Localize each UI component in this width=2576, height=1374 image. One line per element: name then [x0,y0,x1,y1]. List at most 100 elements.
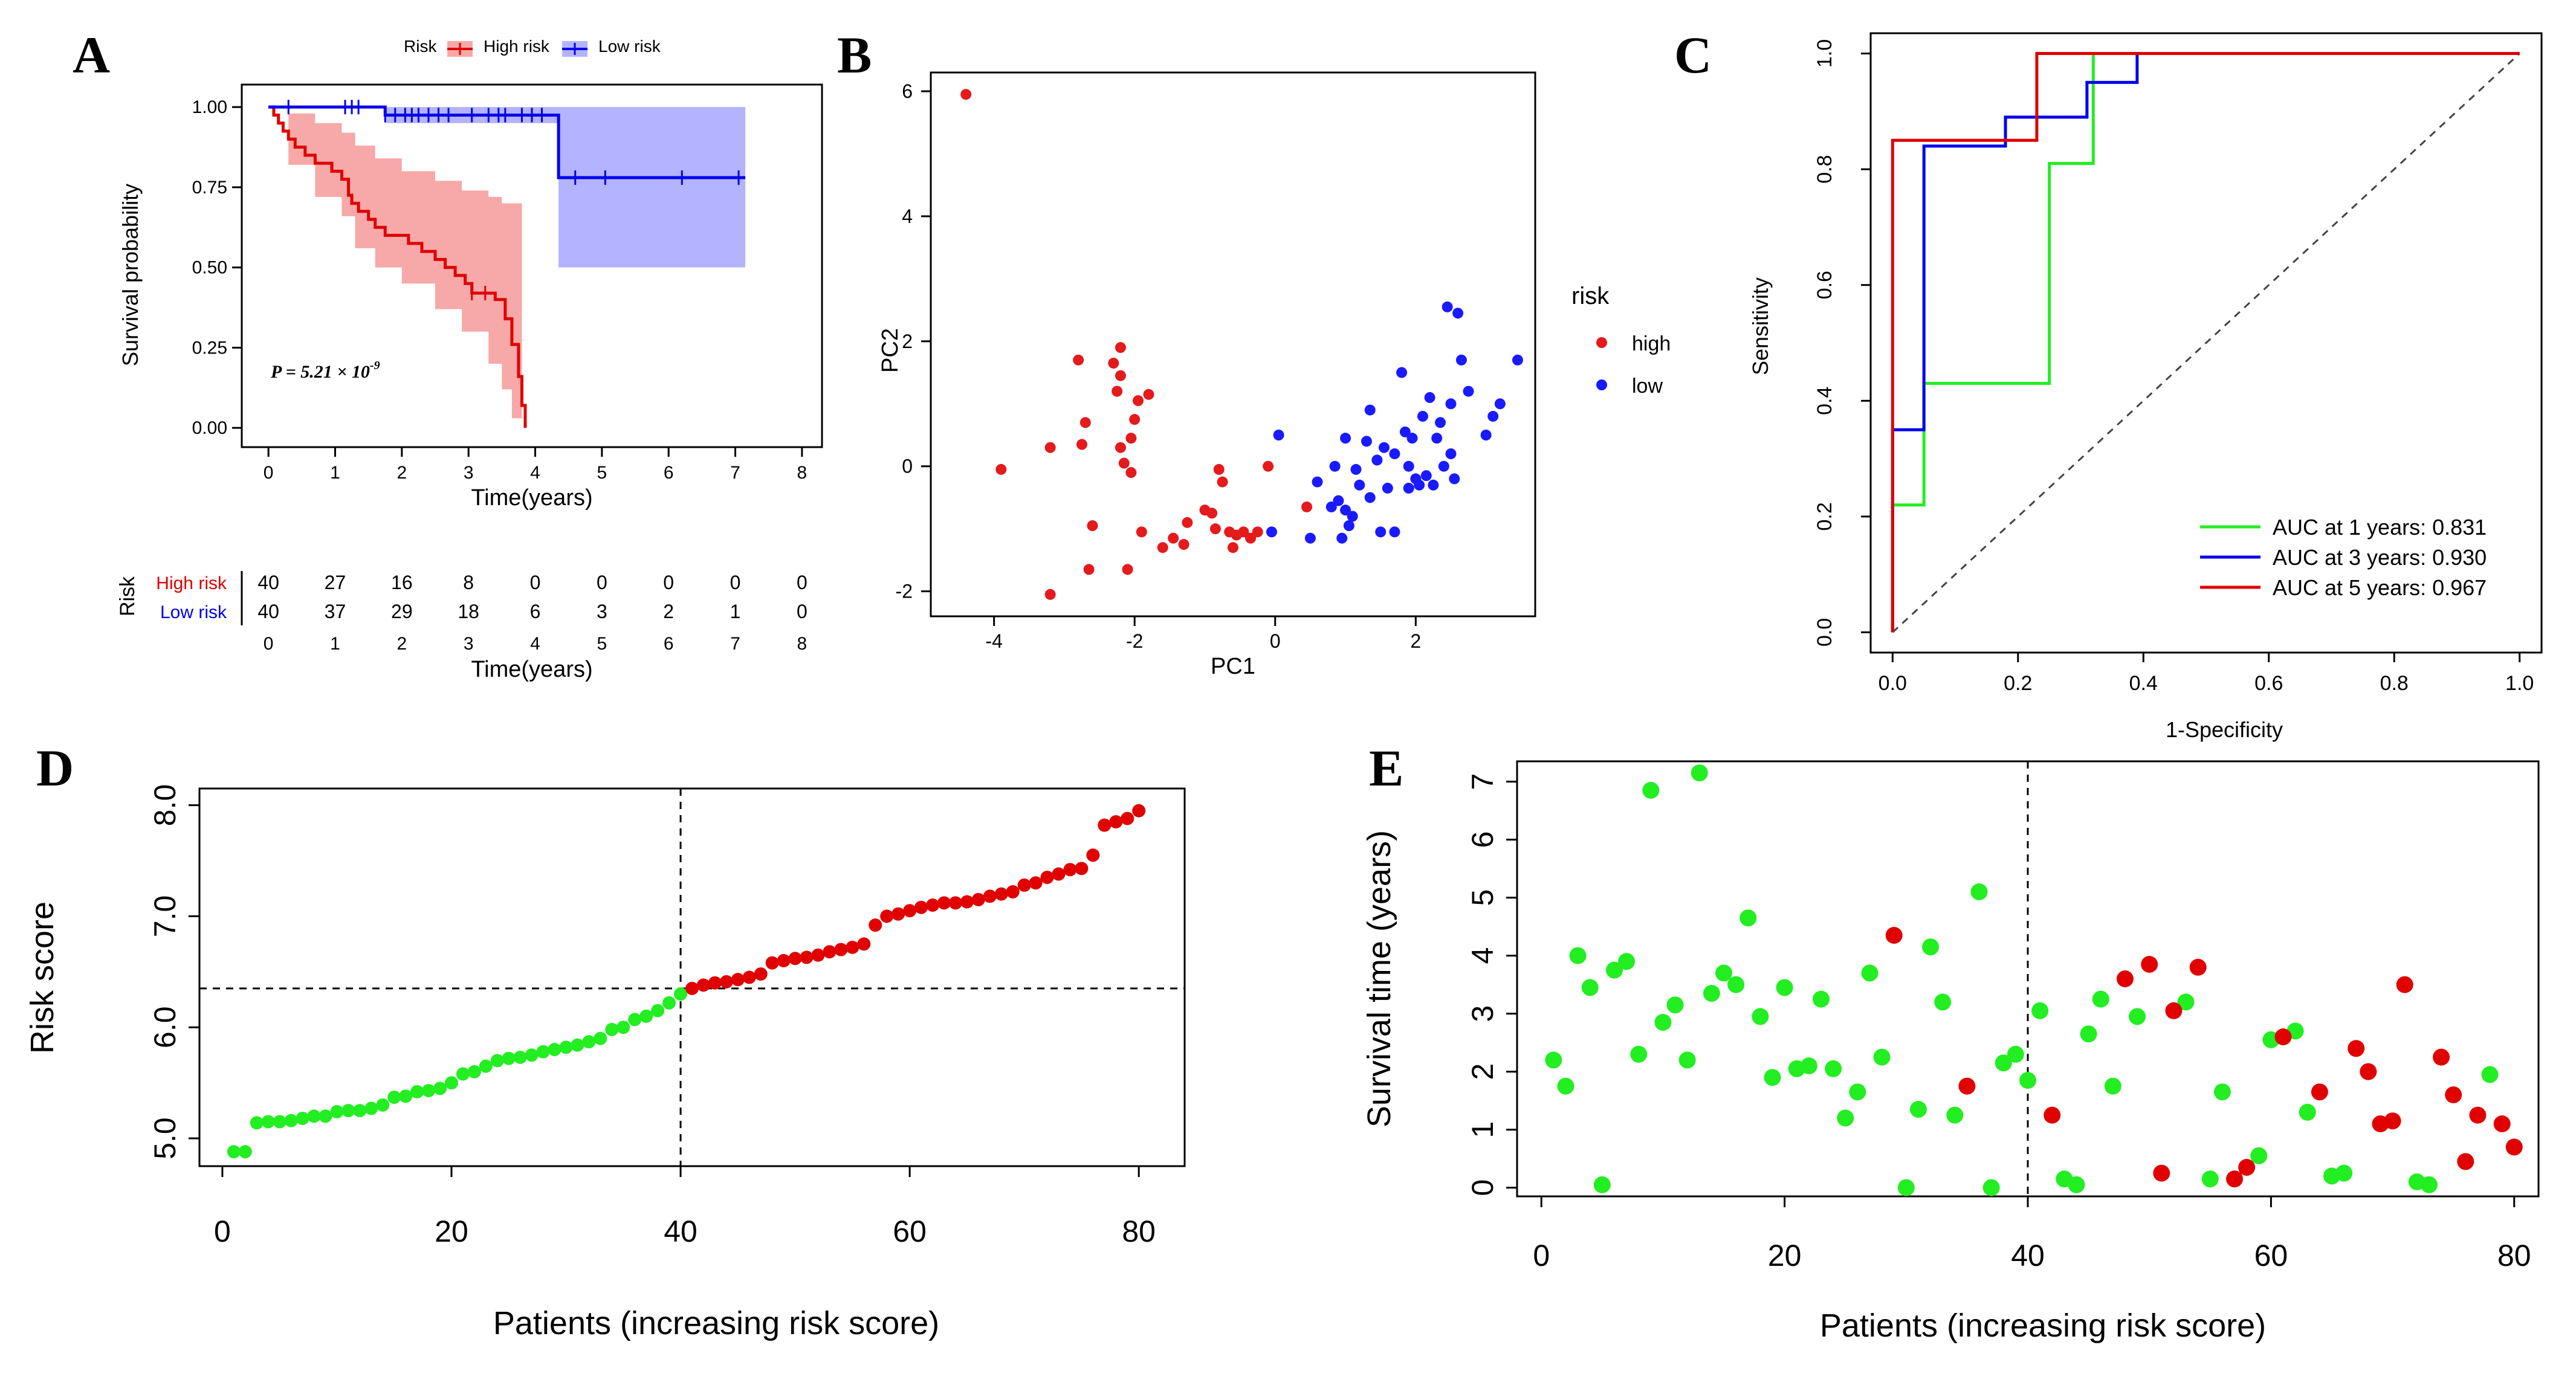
pca-point-low [1325,501,1337,512]
survival-time-point-alive [2031,1002,2049,1019]
risk-score-point [903,904,917,918]
pca-point-high [1115,442,1126,453]
survival-time-point-dead [2384,1112,2401,1130]
survival-time-point-alive [1678,1051,1696,1069]
pca-plot-frame [930,71,1536,618]
roc-legend: AUC at 1 years: 0.831 AUC at 3 years: 0.… [2200,515,2487,600]
svg-text:P = 5.21 × 10-9: P = 5.21 × 10-9 [270,359,380,382]
risk-table-cell: 3 [597,601,607,622]
pca-point-low [1406,433,1418,444]
km-pvalue-exp: -9 [370,359,380,372]
risk-score-point [731,973,745,987]
pca-legend-low-marker [1596,379,1607,390]
risk-table-cell: 40 [257,572,279,593]
pca-y-tick-label: 4 [902,205,913,227]
pca-point-high [1122,564,1133,575]
risk-score-point [444,1076,458,1090]
survival-time-x-tick-label: 80 [2497,1239,2531,1272]
survival-time-point-alive [1837,1109,1854,1127]
risk-score-point [319,1109,332,1123]
risk-score-x-tick-label: 60 [893,1214,927,1248]
pca-ylabel: PC2 [878,328,903,373]
roc-diagonal-reference [1892,53,2520,633]
survival-time-point-alive [2481,1066,2499,1083]
roc-xlabel: 1-Specificity [2166,717,2283,742]
km-confidence-bands [268,107,746,428]
risk-table-low-label: Low risk [160,602,227,622]
risk-score-point [594,1031,607,1045]
pca-point-low [1347,511,1358,522]
pca-point-high [1168,532,1179,544]
roc-x-tick-label: 0.6 [2254,672,2283,695]
risk-table-cell: 18 [458,601,479,622]
km-x-tick-label: 3 [464,463,474,483]
km-legend-high-label: High risk [484,37,550,56]
pca-point-low [1350,463,1362,475]
km-x-tick-label: 4 [530,463,540,483]
risk-score-y-tick-label: 7.0 [148,895,182,938]
km-panel: Risk High risk Low risk 0 1 2 3 4 5 6 7 8 0.00 0.2… [116,37,823,682]
pca-point-high [1125,467,1137,479]
risk-table-x-tick-label: 1 [330,634,340,654]
pca-point-high [1129,414,1141,425]
risk-table-cell: 0 [597,572,607,593]
risk-score-point [548,1042,561,1056]
pca-point-low [1435,417,1446,428]
survival-time-x-tick-label: 60 [2254,1239,2288,1272]
survival-time-point-dead [2153,1164,2170,1182]
roc-y-tick-label: 0.8 [1813,155,1836,183]
pca-legend-low-label: low [1632,375,1663,398]
survival-time-point-alive [1593,1176,1611,1193]
survival-time-y-tick-label: 1 [1466,1121,1500,1138]
survival-time-axes: 0 20 40 60 80 0 1 2 3 4 5 6 7 [1466,761,2531,1272]
risk-score-point [1075,862,1089,876]
pca-point-low [1487,410,1499,422]
risk-score-point [869,918,882,932]
survival-time-point-alive [1861,964,1879,982]
survival-time-ylabel: Survival time (years) [1361,830,1397,1127]
risk-score-point [834,943,848,956]
roc-curve-1 [1891,52,2520,633]
pca-x-tick-label: 0 [1270,630,1281,652]
survival-time-point-alive [1545,1051,1562,1069]
pca-point-high [1108,358,1119,369]
risk-score-axes: 0 20 40 60 80 5.0 6.0 7.0 8.0 [148,784,1185,1248]
risk-score-points [227,804,1146,1159]
survival-time-y-tick-label: 0 [1466,1179,1500,1196]
pca-point-high [1125,433,1137,444]
km-plot-frame [241,83,823,448]
pca-point-low [1455,354,1467,366]
risk-score-point [628,1013,642,1027]
pca-point-low [1371,454,1383,466]
survival-time-x-tick-label: 20 [1768,1239,1802,1272]
survival-time-xlabel: Patients (increasing risk score) [1820,1308,2266,1344]
survival-time-point-alive [1970,883,1988,900]
risk-score-point [559,1040,573,1054]
risk-score-point [674,987,688,1001]
survival-time-point-alive [1909,1101,1927,1118]
pca-point-low [1452,308,1464,319]
survival-time-point-dead [2348,1040,2365,1057]
risk-score-y-tick-label: 8.0 [148,784,182,827]
risk-score-point [685,981,699,995]
pca-point-low [1414,479,1425,491]
risk-table-x-tick-label: 5 [597,634,607,654]
pca-legend-high-label: high [1632,332,1671,355]
survival-time-y-tick-label: 7 [1466,773,1500,790]
km-legend-high-key [447,41,473,57]
pca-point-low [1273,430,1284,440]
survival-time-point-alive [1752,1008,1769,1025]
survival-time-point-alive [2068,1176,2085,1193]
risk-score-point [708,976,722,990]
risk-score-point [376,1098,390,1112]
pca-point-low [1438,460,1449,472]
pca-y-tick-label: 0 [902,456,913,477]
risk-score-point [926,898,940,912]
risk-score-x-tick-label: 80 [1122,1214,1156,1248]
survival-time-y-tick-label: 3 [1466,1005,1500,1022]
risk-table-cell: 29 [391,601,413,622]
survival-time-point-alive [1946,1106,1964,1124]
pca-point-high [1206,508,1218,519]
risk-score-point [513,1050,527,1064]
km-band-high [268,107,522,428]
